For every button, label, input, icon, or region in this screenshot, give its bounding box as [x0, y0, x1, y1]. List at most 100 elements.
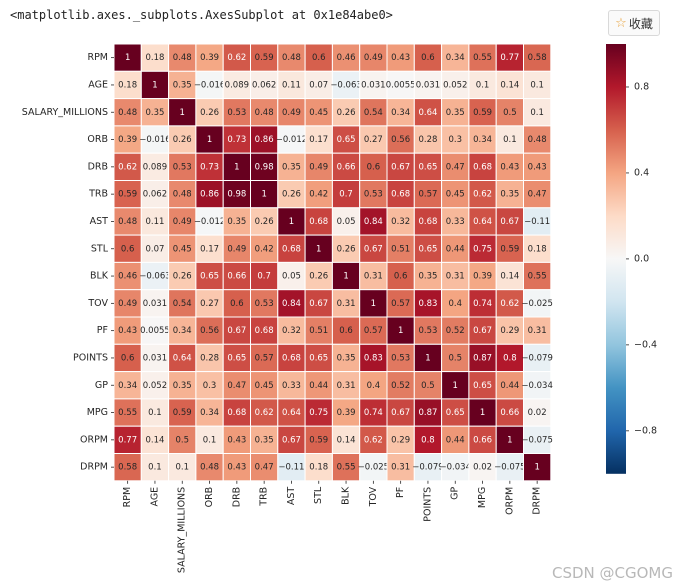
x-tick-label: AST [286, 487, 297, 506]
x-tick-label: POINTS [422, 487, 433, 522]
cell-value-label: 0.34 [173, 326, 192, 336]
heatmap-cell [195, 43, 224, 72]
colorbar-tick-label: 0.0 [634, 253, 649, 264]
cell-value-label: 0.1 [148, 463, 162, 473]
heatmap-cell [468, 425, 497, 455]
heatmap-cell [140, 398, 170, 427]
heatmap-cell [168, 371, 197, 400]
cell-value-label: 0.031 [143, 353, 167, 363]
cell-value-label: 1 [398, 326, 403, 336]
cell-value-label: 0.68 [227, 408, 246, 418]
cell-value-label: 0.53 [173, 162, 192, 172]
cell-value-label: 1 [125, 53, 130, 63]
cell-value-label: −0.11 [524, 217, 550, 227]
heatmap-cell [222, 453, 251, 482]
cell-value-label: 0.49 [173, 217, 192, 227]
cell-value-label: 0.65 [473, 381, 492, 391]
cell-value-label: 0.6 [367, 162, 381, 172]
cell-value-label: 0.57 [364, 326, 383, 336]
heatmap-cell [413, 289, 443, 318]
cell-value-label: 0.26 [337, 244, 356, 254]
heatmap-cell [331, 343, 361, 373]
colorbar-tick-label: −0.8 [634, 425, 657, 436]
heatmap-cell [413, 261, 443, 291]
heatmap-cell [495, 289, 525, 318]
output-repr-text: <matplotlib.axes._subplots.AxesSubplot a… [10, 8, 393, 22]
cell-value-label: 0.62 [227, 53, 246, 63]
cell-value-label: 0.39 [118, 135, 137, 145]
cell-value-label: 0.26 [200, 108, 219, 118]
cell-value-label: 0.39 [473, 272, 492, 282]
heatmap-cell [222, 425, 251, 455]
cell-value-label: 0.58 [118, 463, 137, 473]
heatmap-cell [195, 343, 224, 373]
cell-value-label: 0.14 [145, 435, 164, 445]
heatmap-cell [495, 70, 525, 100]
heatmap-cell [277, 425, 306, 455]
cell-value-label: 0.35 [500, 190, 519, 200]
cell-value-label: 0.28 [418, 135, 437, 145]
x-tick-label: TRB [259, 487, 270, 507]
cell-value-label: 0.67 [227, 326, 246, 336]
heatmap-cell [441, 180, 470, 209]
cell-value-label: 0.47 [227, 381, 246, 391]
cell-value-label: 0.062 [252, 80, 276, 90]
x-tick-label: STL [313, 486, 324, 504]
cell-value-label: 0.1 [175, 463, 189, 473]
cell-value-label: 0.68 [282, 353, 301, 363]
heatmap-cell [222, 234, 251, 263]
heatmap-cell [441, 234, 470, 263]
heatmap-cell [468, 98, 497, 127]
cell-value-label: 0.67 [282, 435, 301, 445]
cell-value-label: 0.74 [364, 408, 383, 418]
cell-value-label: 0.52 [391, 381, 410, 391]
heatmap-cell [523, 316, 552, 345]
heatmap-cell [222, 152, 251, 181]
heatmap-cell [441, 70, 470, 100]
cell-value-label: 0.87 [418, 408, 437, 418]
heatmap-cell [468, 371, 497, 400]
heatmap-cell [277, 234, 306, 263]
cell-value-label: 0.1 [148, 408, 162, 418]
y-tick-label: BLK [90, 271, 109, 282]
heatmap-cell [441, 343, 470, 373]
cell-value-label: 0.68 [282, 244, 301, 254]
heatmap-cell [195, 289, 224, 318]
cell-value-label: 1 [507, 435, 512, 445]
cell-value-label: 0.68 [391, 190, 410, 200]
heatmap-cell [168, 343, 197, 373]
cell-value-label: 0.47 [255, 463, 274, 473]
cell-value-label: 0.45 [309, 108, 328, 118]
cell-value-label: 1 [534, 463, 539, 473]
star-icon: ☆ [615, 15, 627, 31]
heatmap-cell [140, 152, 170, 181]
heatmap-cell [113, 453, 142, 482]
cell-value-label: 1 [152, 80, 157, 90]
heatmap-cell [359, 343, 388, 373]
cell-value-label: 0.54 [364, 108, 383, 118]
cell-value-label: 0.46 [337, 53, 356, 63]
heatmap-cell [250, 125, 279, 154]
cell-value-label: 0.49 [282, 108, 301, 118]
heatmap-cell [359, 234, 388, 263]
heatmap-cell [441, 371, 470, 400]
y-tick-label: DRPM [80, 462, 108, 473]
collect-button[interactable]: ☆ 收藏 [608, 10, 660, 36]
heatmap-cell [386, 371, 415, 400]
cell-value-label: 0.34 [446, 53, 465, 63]
cell-value-label: 0.83 [418, 299, 437, 309]
cell-value-label: 0.74 [473, 299, 492, 309]
cell-value-label: 0.31 [446, 272, 465, 282]
heatmap-cell [523, 98, 552, 127]
cell-value-label: 1 [261, 190, 266, 200]
x-tick-label: PF [395, 487, 406, 498]
cell-value-label: 0.26 [255, 217, 274, 227]
cell-value-label: 0.18 [309, 463, 328, 473]
heatmap-cell [359, 98, 388, 127]
x-tick-label: MPG [477, 487, 488, 508]
cell-value-label: 0.65 [309, 353, 328, 363]
heatmap-cell [277, 207, 306, 236]
cell-value-label: 0.56 [391, 135, 410, 145]
cell-value-label: 0.6 [312, 53, 326, 63]
cell-value-label: 0.53 [418, 326, 437, 336]
